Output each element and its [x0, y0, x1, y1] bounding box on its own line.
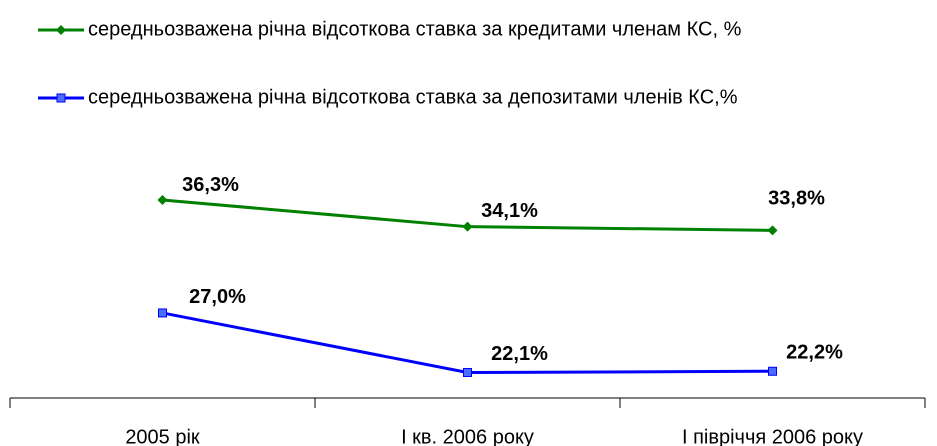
data-label: 22,2%	[786, 342, 843, 364]
x-tick-label: I півріччя 2006 року	[682, 426, 863, 446]
x-tick-label: 2005 рік	[125, 426, 200, 446]
marker	[462, 221, 473, 232]
marker	[56, 93, 66, 103]
legend-label: середньозважена річна відсоткова ставка …	[88, 18, 742, 40]
marker	[56, 25, 66, 35]
marker	[157, 194, 168, 205]
data-label: 22,1%	[491, 343, 548, 365]
marker	[463, 367, 472, 377]
marker	[158, 308, 167, 318]
x-tick-label: I кв. 2006 року	[401, 426, 534, 446]
data-label: 27,0%	[189, 286, 246, 308]
marker	[767, 225, 778, 236]
legend-label: середньозважена річна відсоткова ставка …	[88, 86, 738, 108]
data-label: 34,1%	[481, 200, 538, 222]
data-label: 33,8%	[768, 188, 825, 210]
marker	[768, 366, 777, 376]
data-label: 36,3%	[182, 174, 239, 196]
series-line	[162, 311, 773, 374]
